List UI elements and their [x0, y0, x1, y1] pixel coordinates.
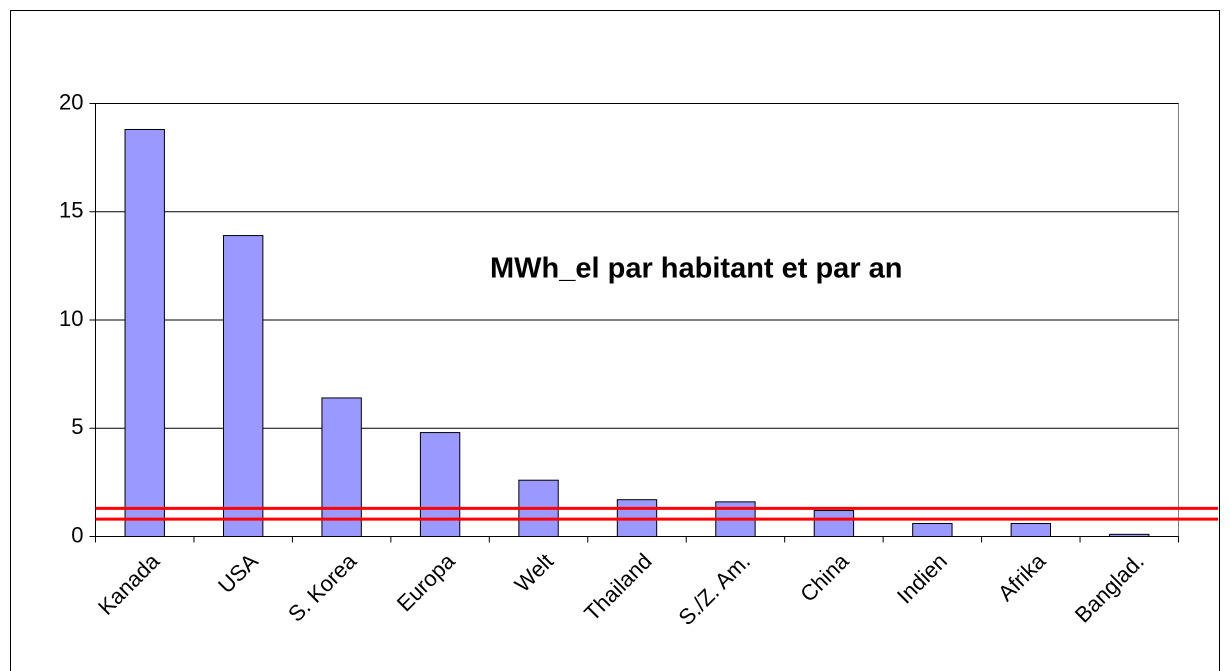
y-tick-label: 20 [59, 89, 83, 114]
bar [124, 128, 165, 537]
annotation: MWh_el par habitant et par an [490, 253, 903, 285]
bar [813, 510, 855, 537]
bar [912, 523, 953, 538]
y-tick-label: 5 [71, 414, 83, 439]
bar [419, 432, 461, 537]
bar [222, 235, 264, 537]
y-tick-label: 10 [59, 306, 83, 331]
y-tick-label: 0 [71, 522, 83, 547]
y-tick-label: 15 [59, 198, 83, 223]
bar [1010, 523, 1052, 538]
bar [1109, 533, 1150, 538]
bar [321, 397, 362, 537]
